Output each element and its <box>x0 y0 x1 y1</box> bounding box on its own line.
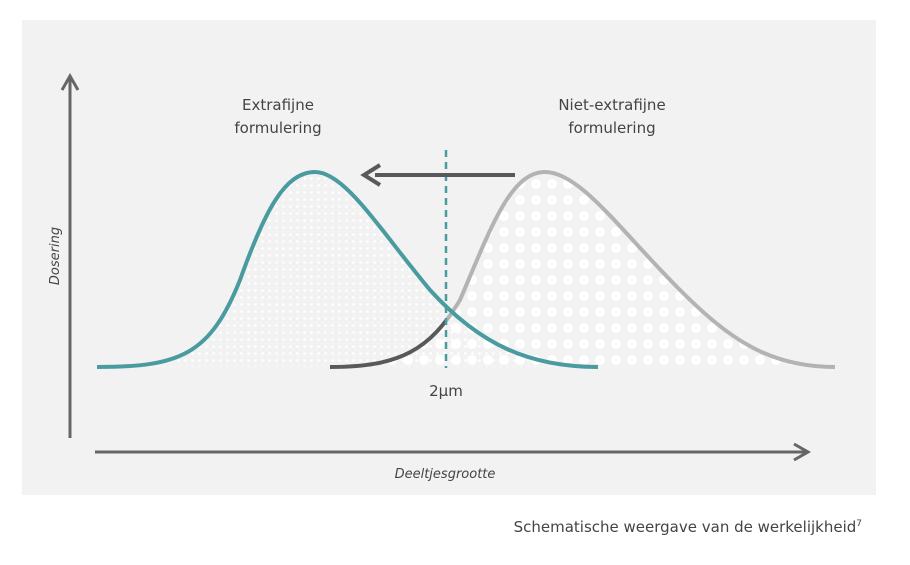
y-axis-label: Dosering <box>48 227 63 285</box>
y-axis-head <box>60 72 80 91</box>
threshold-label: 2μm <box>429 382 463 400</box>
x-axis-head <box>793 442 812 462</box>
caption-reference: 7 <box>856 519 862 529</box>
left-label: Extrafijne <box>242 96 314 114</box>
right-label: formulering <box>568 119 655 137</box>
caption-text: Schematische weergave van de werkelijkhe… <box>514 518 857 536</box>
right-curve-start <box>329 317 446 369</box>
left-label: formulering <box>234 119 321 137</box>
right-curve <box>446 169 836 369</box>
shift-arrow-head <box>360 163 382 187</box>
right-label: Niet-extrafijne <box>558 96 665 114</box>
left-curve <box>96 169 599 369</box>
panel <box>22 20 876 495</box>
caption: Schematische weergave van de werkelijkhe… <box>514 518 862 536</box>
x-axis-label: Deeltjesgrootte <box>395 467 496 482</box>
